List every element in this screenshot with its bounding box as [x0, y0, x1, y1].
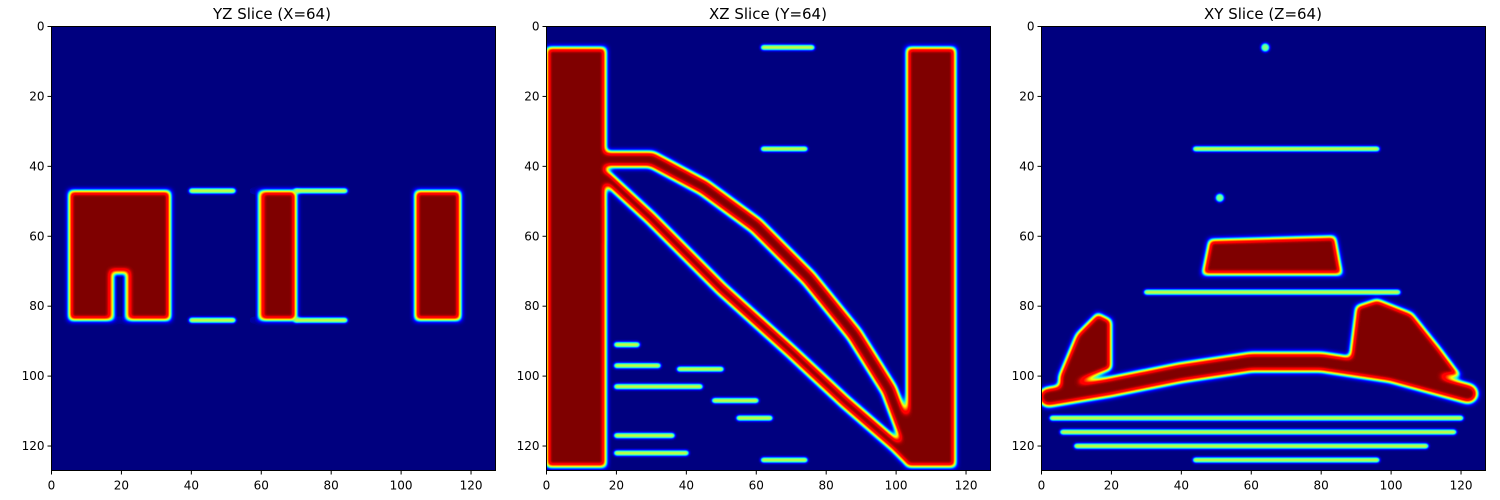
- yz-slice-ytick-label: 80: [29, 299, 44, 313]
- xz-slice-high-region-3: [598, 151, 918, 454]
- xy-slice-xtick-label: 60: [1244, 479, 1259, 493]
- xz-slice-high-region-4: [599, 170, 917, 467]
- xz-slice-high-region-0: [546, 47, 606, 468]
- xz-slice-ytick-label: 120: [517, 439, 540, 453]
- yz-slice-axes: 0 20 40 60 80 100 120 0 20 40 60 80 100 120: [22, 20, 483, 493]
- yz-slice-gap-1: [240, 190, 262, 321]
- xy-slice-high-regions: [1041, 236, 1478, 407]
- yz-slice-ytick-label: 120: [22, 439, 45, 453]
- yz-slice-xtick-label: 20: [114, 479, 129, 493]
- xy-slice-speck-0: [1260, 42, 1270, 53]
- xz-slice-xtick-label: 0: [543, 479, 551, 493]
- yz-slice-panel: YZ Slice (X=64) 0 20 40 60 80 100 120 0 20 40 60 80…: [22, 5, 496, 493]
- yz-slice-xtick-label: 100: [390, 479, 413, 493]
- xy-slice-xtick-label: 120: [1450, 479, 1473, 493]
- xz-slice-plot-area: [546, 26, 991, 471]
- yz-slice-xtick-label: 40: [184, 479, 199, 493]
- xy-slice-intensity-layer: [1041, 26, 1486, 471]
- yz-slice-high-region-2: [415, 190, 461, 321]
- yz-slice-xtick-label: 120: [460, 479, 483, 493]
- xy-slice-xtick-label: 0: [1038, 479, 1046, 493]
- xy-slice-axes: 0 20 40 60 80 100 120 0 20 40 60 80 100 120: [1012, 20, 1473, 493]
- xz-slice-ytick-label: 0: [532, 20, 540, 34]
- xy-slice-ytick-label: 40: [1019, 159, 1034, 173]
- xz-slice-xtick-label: 40: [679, 479, 694, 493]
- xy-slice-ytick-label: 100: [1012, 369, 1035, 383]
- yz-slice-high-regions: [68, 190, 461, 321]
- xy-slice-xtick-label: 20: [1104, 479, 1119, 493]
- yz-slice-title: YZ Slice (X=64): [212, 5, 331, 23]
- xy-slice-xtick-label: 40: [1174, 479, 1189, 493]
- xz-slice-frame: [546, 26, 991, 471]
- yz-slice-plot-area: [51, 26, 496, 471]
- xy-slice-panel: XY Slice (Z=64) 0 20 40 60 80 100 120 0 20 40 60 80…: [1012, 5, 1486, 493]
- xy-slice-high-region-0: [1202, 236, 1343, 275]
- xy-slice-ytick-label: 60: [1019, 229, 1034, 243]
- xz-slice-high-regions: [546, 47, 956, 468]
- xy-slice-ytick-label: 20: [1019, 89, 1034, 103]
- xz-slice-xtick-label: 20: [609, 479, 624, 493]
- xy-slice-title: XY Slice (Z=64): [1204, 5, 1322, 23]
- xz-slice-ytick-label: 40: [524, 159, 539, 173]
- xz-slice-ytick-label: 20: [524, 89, 539, 103]
- yz-slice-xtick-label: 80: [324, 479, 339, 493]
- xy-slice-faint-features: [1049, 42, 1464, 463]
- yz-slice-ytick-label: 40: [29, 159, 44, 173]
- xy-slice-speck-1: [1215, 193, 1225, 203]
- yz-slice-ytick-label: 100: [22, 369, 45, 383]
- xz-slice-xtick-label: 100: [885, 479, 908, 493]
- xz-slice-ytick-label: 80: [524, 299, 539, 313]
- yz-slice-frame: [51, 26, 496, 471]
- xy-slice-high-region-3: [1349, 299, 1462, 377]
- yz-slice-ytick-label: 60: [29, 229, 44, 243]
- yz-slice-xtick-label: 60: [254, 479, 269, 493]
- xz-slice-panel: XZ Slice (Y=64) 0 20 40 60 80 100 120 0 20 40 60 80…: [517, 5, 991, 493]
- xy-slice-frame: [1041, 26, 1486, 471]
- xy-slice-high-region-2: [1058, 313, 1112, 391]
- xz-slice-high-region-1: [906, 47, 956, 468]
- xz-slice-ytick-label: 100: [517, 369, 540, 383]
- xy-slice-xtick-label: 80: [1314, 479, 1329, 493]
- xz-slice-faint-features: [613, 44, 815, 463]
- yz-slice-ytick-label: 20: [29, 89, 44, 103]
- xy-slice-xtick-label: 100: [1380, 479, 1403, 493]
- xy-slice-plot-area: [1041, 26, 1486, 471]
- xz-slice-xtick-label: 80: [819, 479, 834, 493]
- yz-slice-xtick-label: 0: [48, 479, 56, 493]
- xz-slice-xtick-label: 120: [955, 479, 978, 493]
- xy-slice-ytick-label: 120: [1012, 439, 1035, 453]
- xy-slice-ytick-label: 0: [1027, 20, 1035, 34]
- yz-slice-intensity-layer: [51, 26, 496, 471]
- xz-slice-axes: 0 20 40 60 80 100 120 0 20 40 60 80 100 120: [517, 20, 978, 493]
- xz-slice-xtick-label: 60: [749, 479, 764, 493]
- xz-slice-title: XZ Slice (Y=64): [709, 5, 827, 23]
- yz-slice-gap-0: [110, 271, 129, 321]
- yz-slice-ytick-label: 0: [37, 20, 45, 34]
- yz-slice-faint-features: [188, 188, 348, 323]
- xz-slice-ytick-label: 60: [524, 229, 539, 243]
- xz-slice-intensity-layer: [546, 26, 991, 471]
- xy-slice-ytick-label: 80: [1019, 299, 1034, 313]
- xz-slice-high-region-2: [546, 159, 606, 244]
